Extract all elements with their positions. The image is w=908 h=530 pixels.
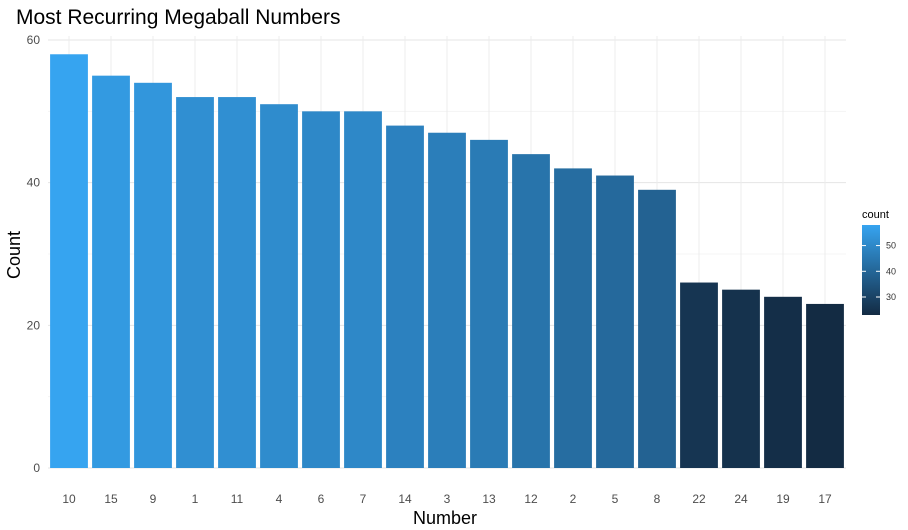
bar-12 [512, 154, 550, 468]
x-tick-label: 12 [524, 492, 538, 506]
bar-4 [260, 104, 298, 468]
bar-13 [470, 139, 508, 468]
x-axis-title: Number [413, 508, 477, 528]
chart-title: Most Recurring Megaball Numbers [16, 6, 340, 29]
x-tick-label: 2 [570, 492, 577, 506]
y-axis-title: Count [4, 231, 24, 279]
bar-7 [344, 111, 382, 468]
bar-6 [302, 111, 340, 468]
x-tick-label: 17 [818, 492, 832, 506]
bar-22 [680, 282, 718, 468]
bar-19 [764, 296, 802, 468]
y-axis-ticks: 0 20 40 60 [27, 33, 41, 475]
y-tick-label: 60 [27, 33, 41, 47]
x-tick-label: 22 [692, 492, 706, 506]
x-tick-label: 11 [231, 492, 244, 506]
legend-title: count [862, 209, 889, 221]
legend-tick-label: 30 [886, 292, 896, 302]
bar-15 [92, 75, 130, 469]
bar-1 [176, 97, 214, 469]
x-tick-label: 14 [398, 492, 412, 506]
legend-tick-label: 40 [886, 266, 896, 276]
x-tick-label: 5 [612, 492, 619, 506]
x-axis-ticks: 10 15 9 1 11 4 6 7 14 3 13 12 2 5 8 22 24 19 17 [62, 492, 832, 506]
x-tick-label: 7 [360, 492, 367, 506]
x-tick-label: 19 [776, 492, 790, 506]
bar-14 [386, 125, 424, 468]
x-tick-label: 13 [482, 492, 496, 506]
x-tick-label: 6 [318, 492, 325, 506]
bar-17 [806, 303, 844, 468]
x-tick-label: 8 [654, 492, 661, 506]
bar-11 [218, 97, 256, 469]
y-tick-label: 20 [27, 318, 41, 332]
legend-tick-label: 50 [886, 241, 896, 251]
bar-3 [428, 132, 466, 468]
bar-5 [596, 175, 634, 469]
x-tick-label: 9 [150, 492, 157, 506]
y-tick-label: 40 [27, 176, 41, 190]
bars [50, 54, 844, 469]
x-tick-label: 3 [444, 492, 451, 506]
bar-9 [134, 82, 172, 469]
bar-10 [50, 54, 88, 469]
bar-2 [554, 168, 592, 468]
x-tick-label: 4 [276, 492, 283, 506]
y-tick-label: 0 [33, 461, 40, 475]
legend-color-bar [862, 225, 880, 315]
x-tick-label: 10 [62, 492, 76, 506]
bar-24 [722, 289, 760, 468]
x-tick-label: 24 [734, 492, 748, 506]
legend-ticks: 30 40 50 [862, 241, 896, 302]
x-tick-label: 15 [104, 492, 118, 506]
bar-8 [638, 189, 676, 469]
x-tick-label: 1 [192, 492, 199, 506]
color-legend: count 30 40 50 [862, 209, 896, 315]
